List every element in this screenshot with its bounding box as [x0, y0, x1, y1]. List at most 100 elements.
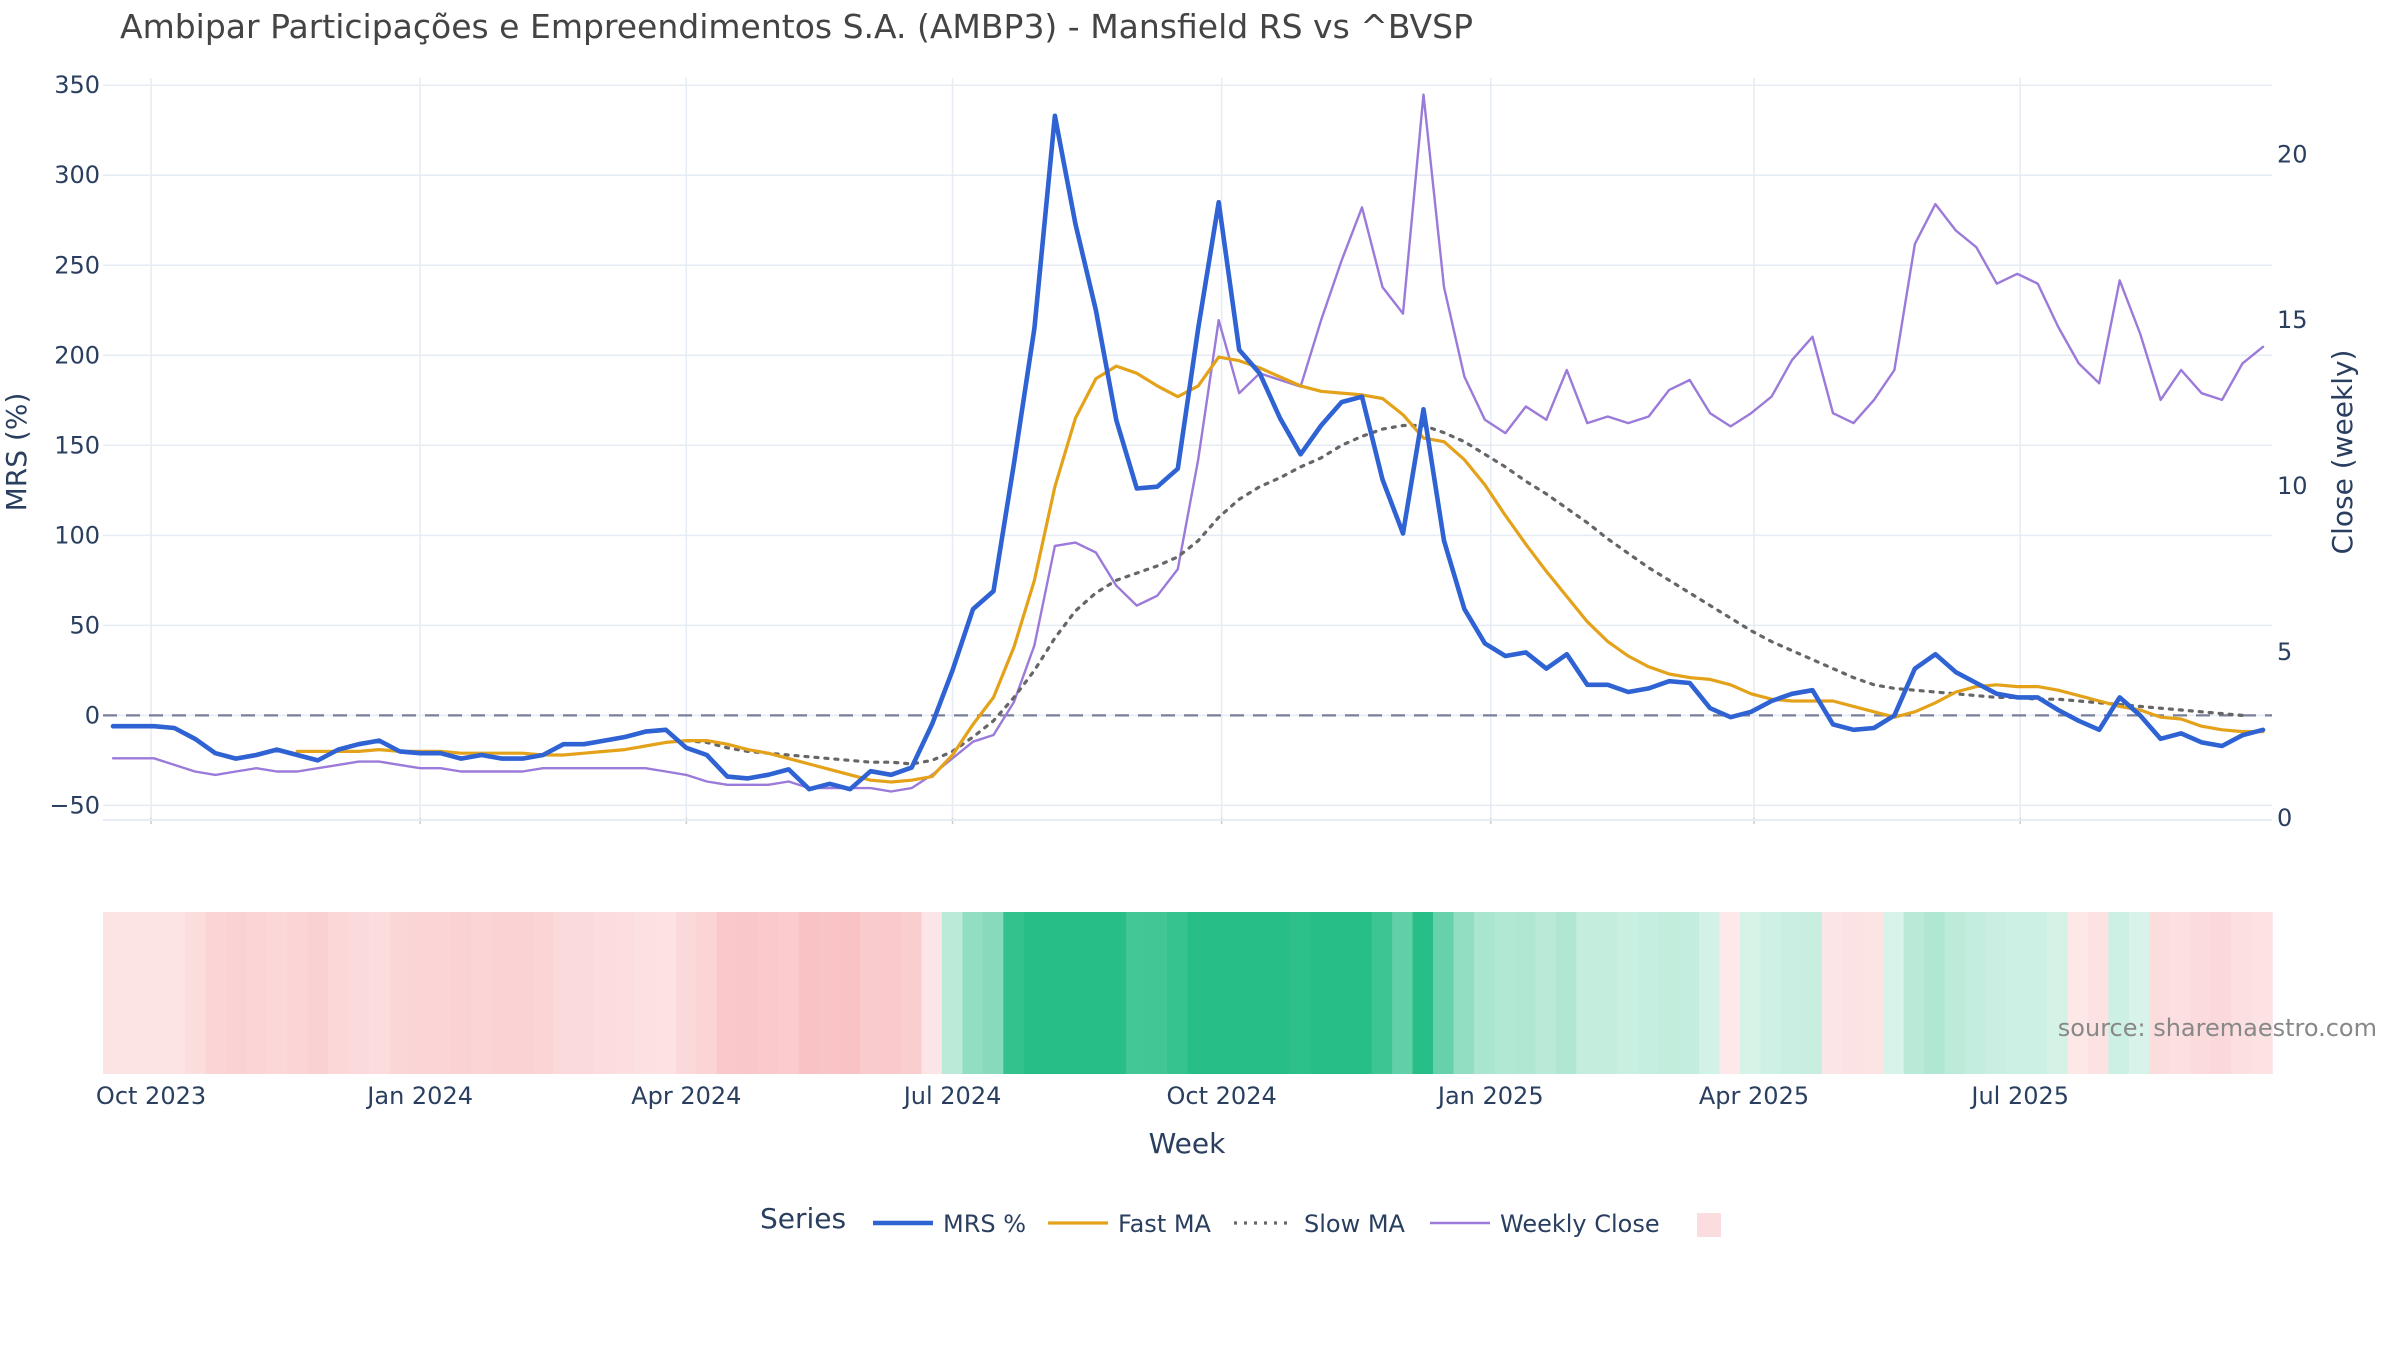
regime-cell [1023, 912, 1046, 1074]
regime-cell [696, 912, 718, 1074]
regime-cell [1248, 912, 1271, 1074]
regime-cell [491, 912, 514, 1074]
grid-layer [103, 78, 2272, 824]
legend-item-weekly-close[interactable]: Weekly Close [1430, 1210, 1660, 1238]
y2-axis-ticks: 20 15 10 5 0 [2277, 140, 2308, 832]
regime-cell [143, 912, 166, 1074]
regime-cell [553, 912, 575, 1074]
y2-tick-label: 0 [2277, 804, 2292, 832]
regime-cell [205, 912, 227, 1074]
regime-cell [1228, 912, 1250, 1074]
x-tick-label: Oct 2024 [1167, 1082, 1277, 1110]
x-tick-label: Apr 2025 [1699, 1082, 1809, 1110]
regime-cell [1658, 912, 1680, 1074]
regime-cell [778, 912, 800, 1074]
regime-cell [1412, 912, 1434, 1074]
legend-title: Series [760, 1202, 846, 1235]
regime-cell [1842, 912, 1864, 1074]
regime-cell [1944, 912, 1966, 1074]
regime-cell [1330, 912, 1352, 1074]
regime-cell [1044, 912, 1066, 1074]
regime-strip [103, 912, 2273, 1074]
regime-cell [1924, 912, 1946, 1074]
regime-cell [655, 912, 677, 1074]
regime-cell [409, 912, 432, 1074]
regime-cell [307, 912, 329, 1074]
regime-cell [1555, 912, 1578, 1074]
legend-item-slow-ma[interactable]: Slow MA [1234, 1210, 1406, 1238]
regime-cell [1637, 912, 1659, 1074]
regime-cell [2087, 912, 2110, 1074]
regime-cell [1576, 912, 1598, 1074]
regime-cell [1739, 912, 1762, 1074]
x-axis-title: Week [1149, 1127, 1226, 1160]
regime-cell [1494, 912, 1516, 1074]
series-line-mrs [110, 113, 2266, 792]
regime-cell [798, 912, 820, 1074]
y-axis-ticks: 350 300 250 200 150 100 50 0 −50 [49, 71, 100, 819]
source-attribution: source: sharemaestro.com [2058, 1014, 2377, 1042]
regime-cell [941, 912, 964, 1074]
regime-cell [839, 912, 861, 1074]
series-line-weekly-close [111, 93, 2265, 793]
regime-cell [1433, 912, 1455, 1074]
regime-cell [1821, 912, 1844, 1074]
regime-cell [1760, 912, 1782, 1074]
regime-cell [1617, 912, 1639, 1074]
y2-tick-label: 20 [2277, 140, 2308, 168]
x-axis-ticks: Oct 2023 Jan 2024 Apr 2024 Jul 2024 Oct 2024… [96, 1082, 2069, 1110]
y-tick-label: 200 [54, 341, 100, 369]
regime-cell [1883, 912, 1905, 1074]
regime-cell [1780, 912, 1803, 1074]
x-tick-label: Apr 2024 [631, 1082, 741, 1110]
y-tick-label: 50 [69, 611, 100, 639]
legend-label: Weekly Close [1500, 1210, 1660, 1238]
regime-cell [164, 912, 186, 1074]
regime-cell [1003, 912, 1025, 1074]
regime-cell [1105, 912, 1127, 1074]
y-tick-label: 350 [54, 71, 100, 99]
regime-cell [1207, 912, 1230, 1074]
regime-cell [450, 912, 473, 1074]
y-tick-label: 300 [54, 161, 100, 189]
regime-cell [1392, 912, 1414, 1074]
regime-cell [389, 912, 411, 1074]
regime-cell [716, 912, 739, 1074]
regime-cell [757, 912, 780, 1074]
legend-swatch-regime[interactable] [1697, 1213, 1721, 1237]
regime-cell [1289, 912, 1312, 1074]
y-tick-label: −50 [49, 791, 100, 819]
regime-cell [225, 912, 248, 1074]
y-tick-label: 250 [54, 251, 100, 279]
regime-cell [184, 912, 207, 1074]
legend-item-fast-ma[interactable]: Fast MA [1048, 1210, 1212, 1238]
regime-cell [962, 912, 984, 1074]
regime-cell [2046, 912, 2069, 1074]
legend-label: Fast MA [1118, 1210, 1212, 1238]
x-tick-label: Jul 2025 [1969, 1082, 2069, 1110]
regime-cell [266, 912, 288, 1074]
series-layer [110, 93, 2266, 793]
regime-cell [532, 912, 554, 1074]
regime-cell [1965, 912, 1987, 1074]
regime-cell [471, 912, 493, 1074]
regime-cell [328, 912, 350, 1074]
legend-item-mrs[interactable]: MRS % [873, 1210, 1026, 1238]
y2-tick-label: 5 [2277, 638, 2292, 666]
regime-cell [614, 912, 636, 1074]
regime-cell [2005, 912, 2028, 1074]
regime-cell [103, 912, 125, 1074]
regime-cell [512, 912, 534, 1074]
x-tick-label: Oct 2023 [96, 1082, 206, 1110]
regime-cell [2169, 912, 2191, 1074]
regime-cell [1167, 912, 1189, 1074]
regime-cell [1064, 912, 1086, 1074]
regime-cell [1126, 912, 1148, 1074]
regime-cell [1719, 912, 1741, 1074]
regime-cell [1596, 912, 1619, 1074]
legend: Series MRS % Fast MA Slow MA Weekly Close [760, 1202, 1721, 1238]
regime-cell [1351, 912, 1373, 1074]
y-tick-label: 0 [85, 701, 100, 729]
legend-label: MRS % [943, 1210, 1026, 1238]
regime-cell [246, 912, 268, 1074]
